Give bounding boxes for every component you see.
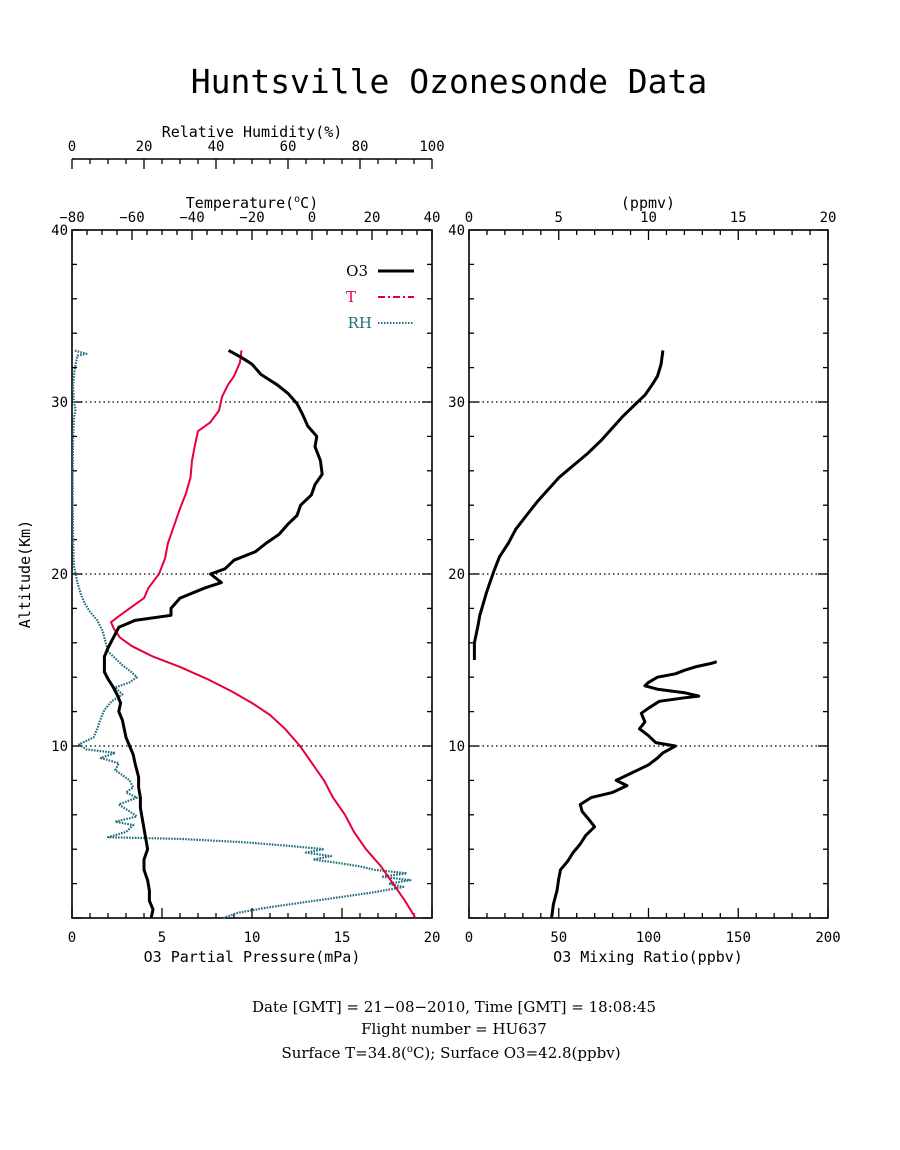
footer-surface-values: Surface T=34.8(oC); Surface O3=42.8(ppbv… <box>281 1044 620 1062</box>
legend-label-o3: O3 <box>346 262 368 280</box>
temperature-series-line <box>110 350 417 919</box>
legend: O3 T RH <box>346 262 414 332</box>
left-xtick-top-label: −60 <box>119 210 144 226</box>
o3-mixing-ratio-upper-line <box>472 350 665 660</box>
chart-title: Huntsville Ozonesonde Data <box>191 62 708 101</box>
left-xtick-bottom-label: 0 <box>68 930 76 946</box>
right-axis-ticks <box>468 229 829 919</box>
left-xtick-top-label: −40 <box>179 210 204 226</box>
left-ytick-label: 20 <box>51 567 68 583</box>
left-xtick-top-label: 40 <box>424 210 441 226</box>
right-xtick-bottom-label: 50 <box>550 930 567 946</box>
o3-mixing-ratio-axis-label: O3 Mixing Ratio(ppbv) <box>553 948 743 966</box>
rh-xtick-label: 40 <box>208 139 225 155</box>
right-ytick-label: 10 <box>448 739 465 755</box>
right-xtick-top-label: 10 <box>640 210 657 226</box>
right-ytick-label: 20 <box>448 567 465 583</box>
left-xtick-top-label: −20 <box>239 210 264 226</box>
footer-flight-number: Flight number = HU637 <box>361 1020 547 1038</box>
footer-date-time: Date [GMT] = 21−08−2010, Time [GMT] = 18… <box>252 998 656 1016</box>
left-axis-ticks <box>71 229 433 919</box>
temperature-axis-label: Temperature(oC) <box>186 194 318 212</box>
left-xtick-bottom-label: 20 <box>424 930 441 946</box>
rh-axis-ticks: 0 20 40 60 80 100 <box>68 139 445 169</box>
right-series-group <box>472 350 718 919</box>
right-xtick-top-label: 5 <box>555 210 563 226</box>
left-grid-lines <box>72 401 432 747</box>
left-xtick-bottom-label: 15 <box>334 930 351 946</box>
right-ytick-label: 40 <box>448 223 465 239</box>
left-xtick-bottom-label: 10 <box>244 930 261 946</box>
right-xtick-bottom-label: 150 <box>726 930 751 946</box>
right-xtick-top-label: 0 <box>465 210 473 226</box>
right-xtick-bottom-label: 200 <box>815 930 840 946</box>
rh-xtick-label: 80 <box>352 139 369 155</box>
rh-xtick-label: 100 <box>419 139 444 155</box>
rh-xtick-label: 0 <box>68 139 76 155</box>
left-xtick-top-label: 20 <box>364 210 381 226</box>
o3-partial-pressure-series-line <box>102 349 324 919</box>
left-panel: 10 20 30 40 0 5 10 15 20 −80 −60 −40 −20 0 20 40 0 20 40 6… <box>16 123 445 966</box>
temperature-degree-sup: o <box>294 194 300 205</box>
legend-label-t: T <box>346 288 356 306</box>
rh-xtick-label: 20 <box>136 139 153 155</box>
left-xtick-top-label: 0 <box>308 210 316 226</box>
legend-label-rh: RH <box>348 314 372 332</box>
right-grid-lines <box>469 401 828 747</box>
ppmv-axis-label: (ppmv) <box>621 194 675 212</box>
footer: Date [GMT] = 21−08−2010, Time [GMT] = 18… <box>252 998 656 1062</box>
left-tick-labels: 10 20 30 40 0 5 10 15 20 −80 −60 −40 −20 0 20 40 <box>51 210 440 946</box>
left-series-group <box>71 349 417 920</box>
left-xtick-bottom-label: 5 <box>158 930 166 946</box>
right-xtick-bottom-label: 0 <box>465 930 473 946</box>
right-xtick-bottom-label: 100 <box>636 930 661 946</box>
right-xtick-top-label: 15 <box>730 210 747 226</box>
right-ytick-label: 30 <box>448 395 465 411</box>
right-xtick-top-label: 20 <box>820 210 837 226</box>
altitude-axis-label: Altitude(Km) <box>16 520 34 628</box>
rh-series-line <box>71 349 412 920</box>
left-ytick-label: 10 <box>51 739 68 755</box>
o3-mixing-ratio-lower-line <box>550 660 718 919</box>
footer-degree-sup: o <box>407 1044 413 1055</box>
rh-xtick-label: 60 <box>280 139 297 155</box>
o3-partial-pressure-axis-label: O3 Partial Pressure(mPa) <box>144 948 361 966</box>
left-ytick-label: 30 <box>51 395 68 411</box>
rh-axis-label: Relative Humidity(%) <box>162 123 343 141</box>
left-xtick-top-label: −80 <box>59 210 84 226</box>
right-plot-frame <box>468 229 829 919</box>
left-ytick-label: 40 <box>51 223 68 239</box>
